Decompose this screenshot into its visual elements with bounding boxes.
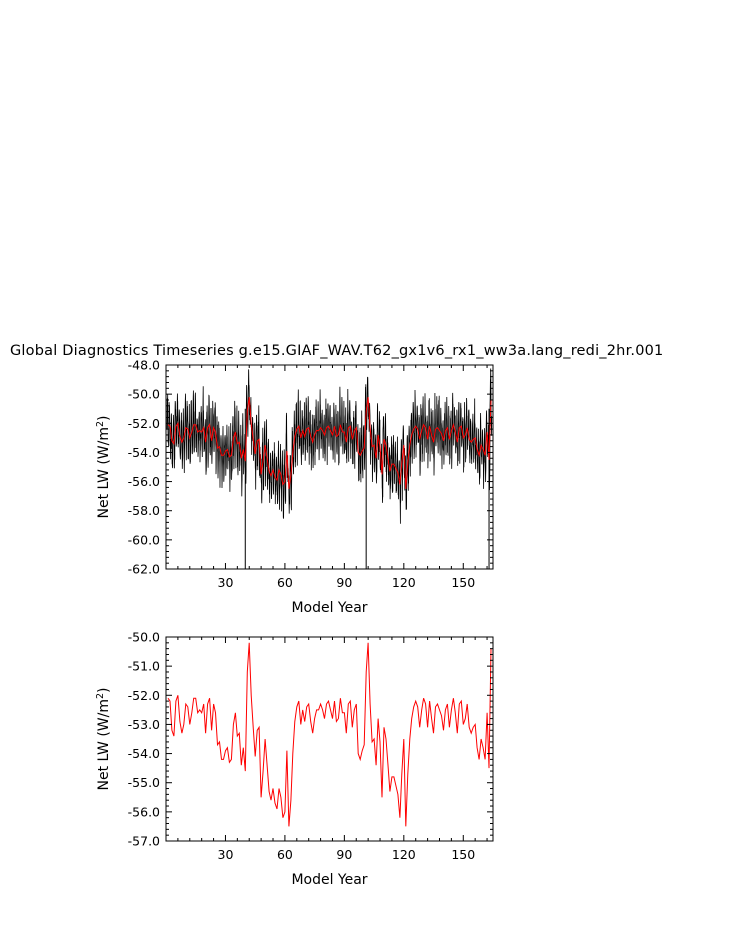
bottom-panel: 30 60 90 120 150 -57.0-56.0-55.0-54.0-53.0-5… (95, 630, 494, 888)
y-tick-label: -50.0 (128, 387, 160, 402)
annual-series-red (167, 397, 492, 489)
bottom-y-tick-labels: -57.0 -56.0 -55.0 -54.0 -53.0 -52.0 -51.0 -50.0 (128, 630, 160, 849)
y-tick-label: -52.0 (128, 688, 160, 703)
bottom-y-axis-title-sup: 2 (95, 693, 106, 699)
x-tick-label: 60 (277, 575, 293, 590)
y-tick-label: -60.0 (128, 532, 160, 547)
y-tick-label: -54.0 (128, 746, 160, 761)
y-tick-label: -52.0 (128, 416, 160, 431)
x-tick-label: 150 (451, 575, 475, 590)
top-plot-frame (165, 364, 494, 570)
x-tick-label: 120 (392, 575, 416, 590)
y-tick-label: -51.0 (128, 659, 160, 674)
annual-mean-line (167, 397, 492, 489)
y-tick-label: -55.0 (128, 775, 160, 790)
y-tick-label: -58.0 (128, 503, 160, 518)
y-tick-label: -56.0 (128, 474, 160, 489)
y-tick-label: -50.0 (128, 630, 160, 645)
bottom-y-axis-title: Net LW (W/m2) (95, 687, 112, 790)
x-tick-label: 120 (392, 847, 416, 862)
y-tick-label: -57.0 (128, 834, 160, 849)
x-tick-label: 90 (336, 575, 352, 590)
bottom-x-tick-labels: 30 60 90 120 150 (218, 847, 476, 862)
page-title: Global Diagnostics Timeseries g.e15.GIAF… (10, 343, 664, 359)
y-tick-label: -56.0 (128, 804, 160, 819)
x-tick-label: 30 (218, 847, 234, 862)
top-x-tick-labels: 30 60 90 120 150 (218, 575, 476, 590)
y-tick-label: -62.0 (128, 562, 160, 577)
bottom-plot-frame (165, 636, 494, 842)
x-tick-label: 150 (451, 847, 475, 862)
top-y-axis-title-close: ) (96, 415, 112, 420)
top-axis-ticks (165, 364, 493, 570)
bottom-y-axis-title-text: Net LW (W/m (96, 699, 112, 791)
top-y-tick-labels: -62.0 -60.0 -58.0 -56.0 -54.0 -52.0 -50.0 -48.0 (128, 358, 160, 577)
top-y-axis-title-sup: 2 (95, 421, 106, 427)
y-tick-label: -53.0 (128, 717, 160, 732)
annual-series-red-bottom (167, 642, 492, 827)
x-tick-label: 30 (218, 575, 234, 590)
top-x-axis-title: Model Year (291, 600, 367, 616)
y-tick-label: -48.0 (128, 358, 160, 373)
bottom-axis-ticks (165, 636, 493, 842)
top-y-axis-title-text: Net LW (W/m (96, 427, 112, 519)
top-panel: 30 60 90 120 150 -62.0 -60.0 -58.0 -56.0 -54.0 -5… (95, 358, 494, 616)
bottom-y-axis-title-close: ) (96, 687, 112, 692)
x-tick-label: 90 (336, 847, 352, 862)
monthly-line (166, 368, 493, 524)
top-y-axis-title: Net LW (W/m2) (95, 415, 112, 518)
annual-mean-line (167, 642, 492, 827)
bottom-x-axis-title: Model Year (291, 872, 367, 888)
monthly-series-black (166, 368, 493, 569)
x-tick-label: 60 (277, 847, 293, 862)
y-tick-label: -54.0 (128, 445, 160, 460)
